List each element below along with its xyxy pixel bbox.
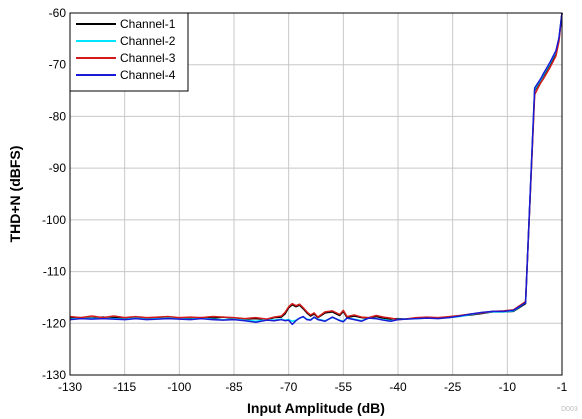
- gridlines: [70, 13, 562, 375]
- series-lines: [69, 12, 563, 326]
- x-tick-label: -55: [335, 380, 353, 394]
- y-tick-label: -90: [49, 161, 67, 175]
- x-tick-label: -40: [389, 380, 407, 394]
- legend-label-channel-2: Channel-2: [120, 34, 176, 48]
- legend-label-channel-4: Channel-4: [120, 68, 176, 82]
- x-tick-label: -85: [225, 380, 243, 394]
- plot-frame: [69, 12, 563, 376]
- x-tick-label: -10: [499, 380, 517, 394]
- y-tick-label: -70: [49, 58, 67, 72]
- y-tick-label: -100: [42, 213, 66, 227]
- x-tick-label: -70: [280, 380, 298, 394]
- y-tick-labels: -130 -120 -110 -100 -90 -80 -70 -60: [42, 6, 66, 382]
- legend-label-channel-3: Channel-3: [120, 51, 176, 65]
- x-tick-label: -25: [444, 380, 462, 394]
- x-tick-label: -1: [557, 380, 568, 394]
- series-line-channel-4: [69, 12, 563, 326]
- y-tick-label: -60: [49, 6, 67, 20]
- legend-box: [69, 12, 189, 92]
- y-tick-label: -120: [42, 316, 66, 330]
- y-tick-label: -80: [49, 109, 67, 123]
- x-tick-label: -115: [113, 380, 136, 394]
- x-tick-labels: -130 -115 -100 -85 -70 -55 -40 -25 -10 -1: [58, 380, 568, 394]
- y-tick-label: -130: [42, 368, 66, 382]
- x-tick-label: -100: [167, 380, 191, 394]
- figure-id-watermark: D003: [561, 406, 578, 413]
- legend: Channel-1 Channel-2 Channel-3 Channel-4: [69, 12, 189, 92]
- x-axis-title: Input Amplitude (dB): [247, 400, 385, 416]
- legend-label-channel-1: Channel-1: [120, 17, 176, 31]
- y-tick-label: -110: [43, 265, 66, 279]
- x-tick-label: -130: [58, 380, 82, 394]
- y-axis-title: THD+N (dBFS): [7, 146, 23, 243]
